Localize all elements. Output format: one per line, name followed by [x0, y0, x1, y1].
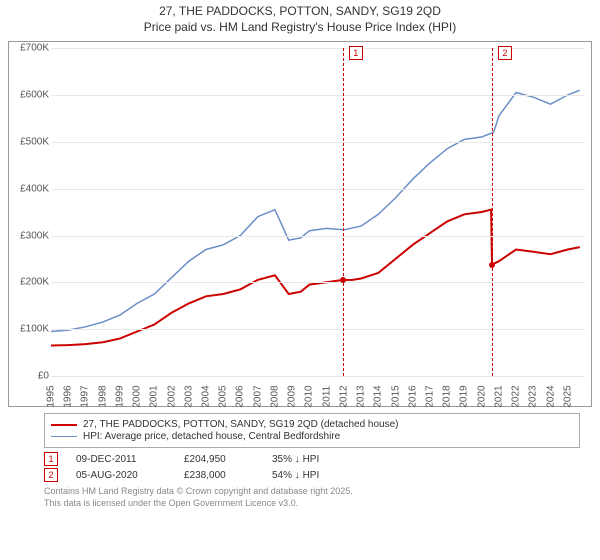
sale-row-diff: 54% ↓ HPI: [272, 470, 362, 481]
sale-row-date: 05-AUG-2020: [76, 470, 166, 481]
y-tick-label: £100K: [9, 324, 49, 335]
x-tick-label: 2008: [269, 386, 280, 408]
legend-row: 27, THE PADDOCKS, POTTON, SANDY, SG19 2Q…: [51, 419, 573, 430]
gridline-h: [51, 376, 585, 377]
x-tick-label: 2022: [511, 386, 522, 408]
x-tick-label: 2002: [166, 386, 177, 408]
x-tick-label: 2017: [424, 386, 435, 408]
x-tick-label: 2013: [356, 386, 367, 408]
x-tick-label: 2005: [218, 386, 229, 408]
footer-line-2: This data is licensed under the Open Gov…: [44, 498, 580, 510]
footer: Contains HM Land Registry data © Crown c…: [44, 486, 580, 509]
x-tick-label: 2014: [373, 386, 384, 408]
sale-row-price: £238,000: [184, 470, 254, 481]
legend: 27, THE PADDOCKS, POTTON, SANDY, SG19 2Q…: [44, 413, 580, 448]
x-tick-label: 2020: [476, 386, 487, 408]
chart-title-1: 27, THE PADDOCKS, POTTON, SANDY, SG19 2Q…: [0, 4, 600, 20]
y-tick-label: £300K: [9, 230, 49, 241]
chart-area: £0 £100K £200K £300K £400K £500K £600K £700K 199…: [8, 41, 592, 407]
sale-vline: [492, 48, 493, 376]
x-tick-label: 2009: [287, 386, 298, 408]
x-tick-label: 2007: [252, 386, 263, 408]
y-tick-label: £500K: [9, 136, 49, 147]
x-tick-label: 2000: [132, 386, 143, 408]
sale-marker-box: 1: [349, 46, 363, 60]
chart-title-block: 27, THE PADDOCKS, POTTON, SANDY, SG19 2Q…: [0, 0, 600, 37]
legend-row: HPI: Average price, detached house, Cent…: [51, 431, 573, 442]
x-tick-label: 2006: [235, 386, 246, 408]
sale-row-marker: 2: [44, 468, 58, 482]
x-tick-label: 2004: [201, 386, 212, 408]
sale-row: 2 05-AUG-2020 £238,000 54% ↓ HPI: [44, 468, 580, 482]
sale-vline: [343, 48, 344, 376]
gridline-h: [51, 236, 585, 237]
x-tick-label: 2010: [304, 386, 315, 408]
sale-row-date: 09-DEC-2011: [76, 454, 166, 465]
x-tick-label: 1997: [80, 386, 91, 408]
series-line-hpi: [51, 90, 580, 331]
x-tick-label: 2021: [493, 386, 504, 408]
sale-point: [340, 277, 346, 283]
gridline-h: [51, 95, 585, 96]
x-tick-label: 2024: [545, 386, 556, 408]
plot-region: £0£100K£200K£300K£400K£500K£600K£700K199…: [51, 48, 585, 376]
gridline-h: [51, 142, 585, 143]
x-tick-label: 1998: [97, 386, 108, 408]
x-tick-label: 2019: [459, 386, 470, 408]
x-tick-label: 2025: [562, 386, 573, 408]
y-tick-label: £0: [9, 371, 49, 382]
chart-title-2: Price paid vs. HM Land Registry's House …: [0, 20, 600, 36]
x-tick-label: 2023: [528, 386, 539, 408]
x-tick-label: 2001: [149, 386, 160, 408]
sale-marker-box: 2: [498, 46, 512, 60]
x-tick-label: 1999: [114, 386, 125, 408]
footer-line-1: Contains HM Land Registry data © Crown c…: [44, 486, 580, 498]
x-tick-label: 2011: [321, 386, 332, 408]
gridline-h: [51, 189, 585, 190]
y-tick-label: £200K: [9, 277, 49, 288]
sale-row-diff: 35% ↓ HPI: [272, 454, 362, 465]
x-tick-label: 2003: [183, 386, 194, 408]
x-tick-label: 1996: [63, 386, 74, 408]
legend-swatch: [51, 436, 77, 437]
x-tick-label: 1995: [46, 386, 57, 408]
sale-row-marker: 1: [44, 452, 58, 466]
legend-label: 27, THE PADDOCKS, POTTON, SANDY, SG19 2Q…: [83, 419, 399, 430]
y-tick-label: £400K: [9, 183, 49, 194]
sales-table: 1 09-DEC-2011 £204,950 35% ↓ HPI 2 05-AUG-202…: [44, 452, 580, 482]
sale-row: 1 09-DEC-2011 £204,950 35% ↓ HPI: [44, 452, 580, 466]
gridline-h: [51, 282, 585, 283]
gridline-h: [51, 329, 585, 330]
y-tick-label: £700K: [9, 43, 49, 54]
y-tick-label: £600K: [9, 90, 49, 101]
legend-label: HPI: Average price, detached house, Cent…: [83, 431, 340, 442]
sale-row-price: £204,950: [184, 454, 254, 465]
x-tick-label: 2012: [338, 386, 349, 408]
plot-svg: [51, 48, 585, 376]
legend-swatch: [51, 424, 77, 426]
sale-point: [489, 262, 495, 268]
x-tick-label: 2018: [442, 386, 453, 408]
x-tick-label: 2016: [407, 386, 418, 408]
x-tick-label: 2015: [390, 386, 401, 408]
